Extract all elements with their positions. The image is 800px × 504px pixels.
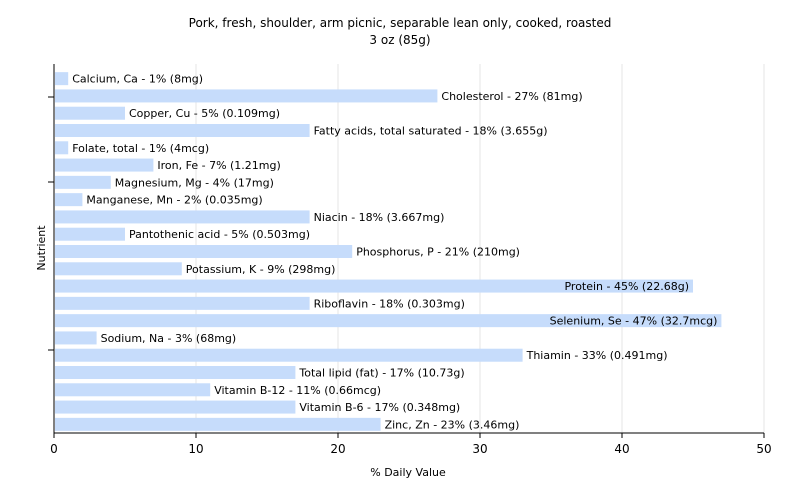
bar-data-label: Phosphorus, P - 21% (210mg) <box>356 246 520 259</box>
chart-subtitle: 3 oz (85g) <box>369 33 430 47</box>
bar <box>55 175 111 189</box>
bar <box>55 106 125 120</box>
x-tick-label: 50 <box>756 442 771 456</box>
x-tick-label: 30 <box>472 442 487 456</box>
bar <box>55 124 310 137</box>
bar-data-label: Vitamin B-6 - 17% (0.348mg) <box>299 401 460 414</box>
bar-data-label: Niacin - 18% (3.667mg) <box>314 211 445 224</box>
bar <box>55 72 69 86</box>
axes: 0 10 20 30 40 50 <box>48 64 772 456</box>
bar <box>55 366 296 379</box>
bar <box>55 417 381 431</box>
bar-data-label: Protein - 45% (22.68g) <box>564 280 689 293</box>
bar-data-label: Copper, Cu - 5% (0.109mg) <box>129 107 280 120</box>
bar-data-label: Selenium, Se - 47% (32.7mcg) <box>550 315 718 328</box>
bar <box>55 141 69 155</box>
bar <box>55 400 296 414</box>
bar-data-label: Potassium, K - 9% (298mg) <box>186 263 336 276</box>
bar-data-label: Sodium, Na - 3% (68mg) <box>101 332 237 345</box>
x-tick-label: 40 <box>614 442 629 456</box>
bar <box>55 348 523 362</box>
bar <box>55 383 211 397</box>
chart-title: Pork, fresh, shoulder, arm picnic, separ… <box>189 16 612 30</box>
bar-data-label: Iron, Fe - 7% (1.21mg) <box>157 159 280 172</box>
bar-data-label: Pantothenic acid - 5% (0.503mg) <box>129 228 310 241</box>
bar-data-label: Riboflavin - 18% (0.303mg) <box>314 297 465 310</box>
x-tick-label: 10 <box>188 442 203 456</box>
bar-data-label: Total lipid (fat) - 17% (10.73g) <box>298 367 464 380</box>
bar <box>55 331 97 345</box>
bar-data-label: Magnesium, Mg - 4% (17mg) <box>115 176 274 189</box>
bar-data-label: Manganese, Mn - 2% (0.035mg) <box>86 194 262 207</box>
bar <box>55 245 353 258</box>
bar <box>55 296 310 310</box>
bar <box>55 89 438 103</box>
bar <box>55 279 693 293</box>
bar <box>55 227 125 241</box>
bar-data-label: Folate, total - 1% (4mcg) <box>72 142 209 155</box>
bar-data-label: Cholesterol - 27% (81mg) <box>441 90 582 103</box>
x-tick-label: 20 <box>330 442 345 456</box>
bar <box>55 314 722 328</box>
x-axis-label: % Daily Value <box>370 466 446 479</box>
bar-data-label: Thiamin - 33% (0.491mg) <box>526 349 668 362</box>
bar <box>55 158 154 172</box>
bar-data-label: Zinc, Zn - 23% (3.46mg) <box>385 418 520 431</box>
bar <box>55 210 310 224</box>
bar <box>55 262 182 276</box>
y-axis-label: Nutrient <box>35 225 48 271</box>
bar-data-label: Vitamin B-12 - 11% (0.66mcg) <box>214 384 381 397</box>
x-tick-label: 0 <box>50 442 58 456</box>
bar <box>55 193 83 207</box>
bar-data-label: Calcium, Ca - 1% (8mg) <box>72 73 203 86</box>
bars: Calcium, Ca - 1% (8mg) Cholesterol - 27% … <box>55 72 722 431</box>
bar-data-label: Fatty acids, total saturated - 18% (3.65… <box>314 125 548 138</box>
